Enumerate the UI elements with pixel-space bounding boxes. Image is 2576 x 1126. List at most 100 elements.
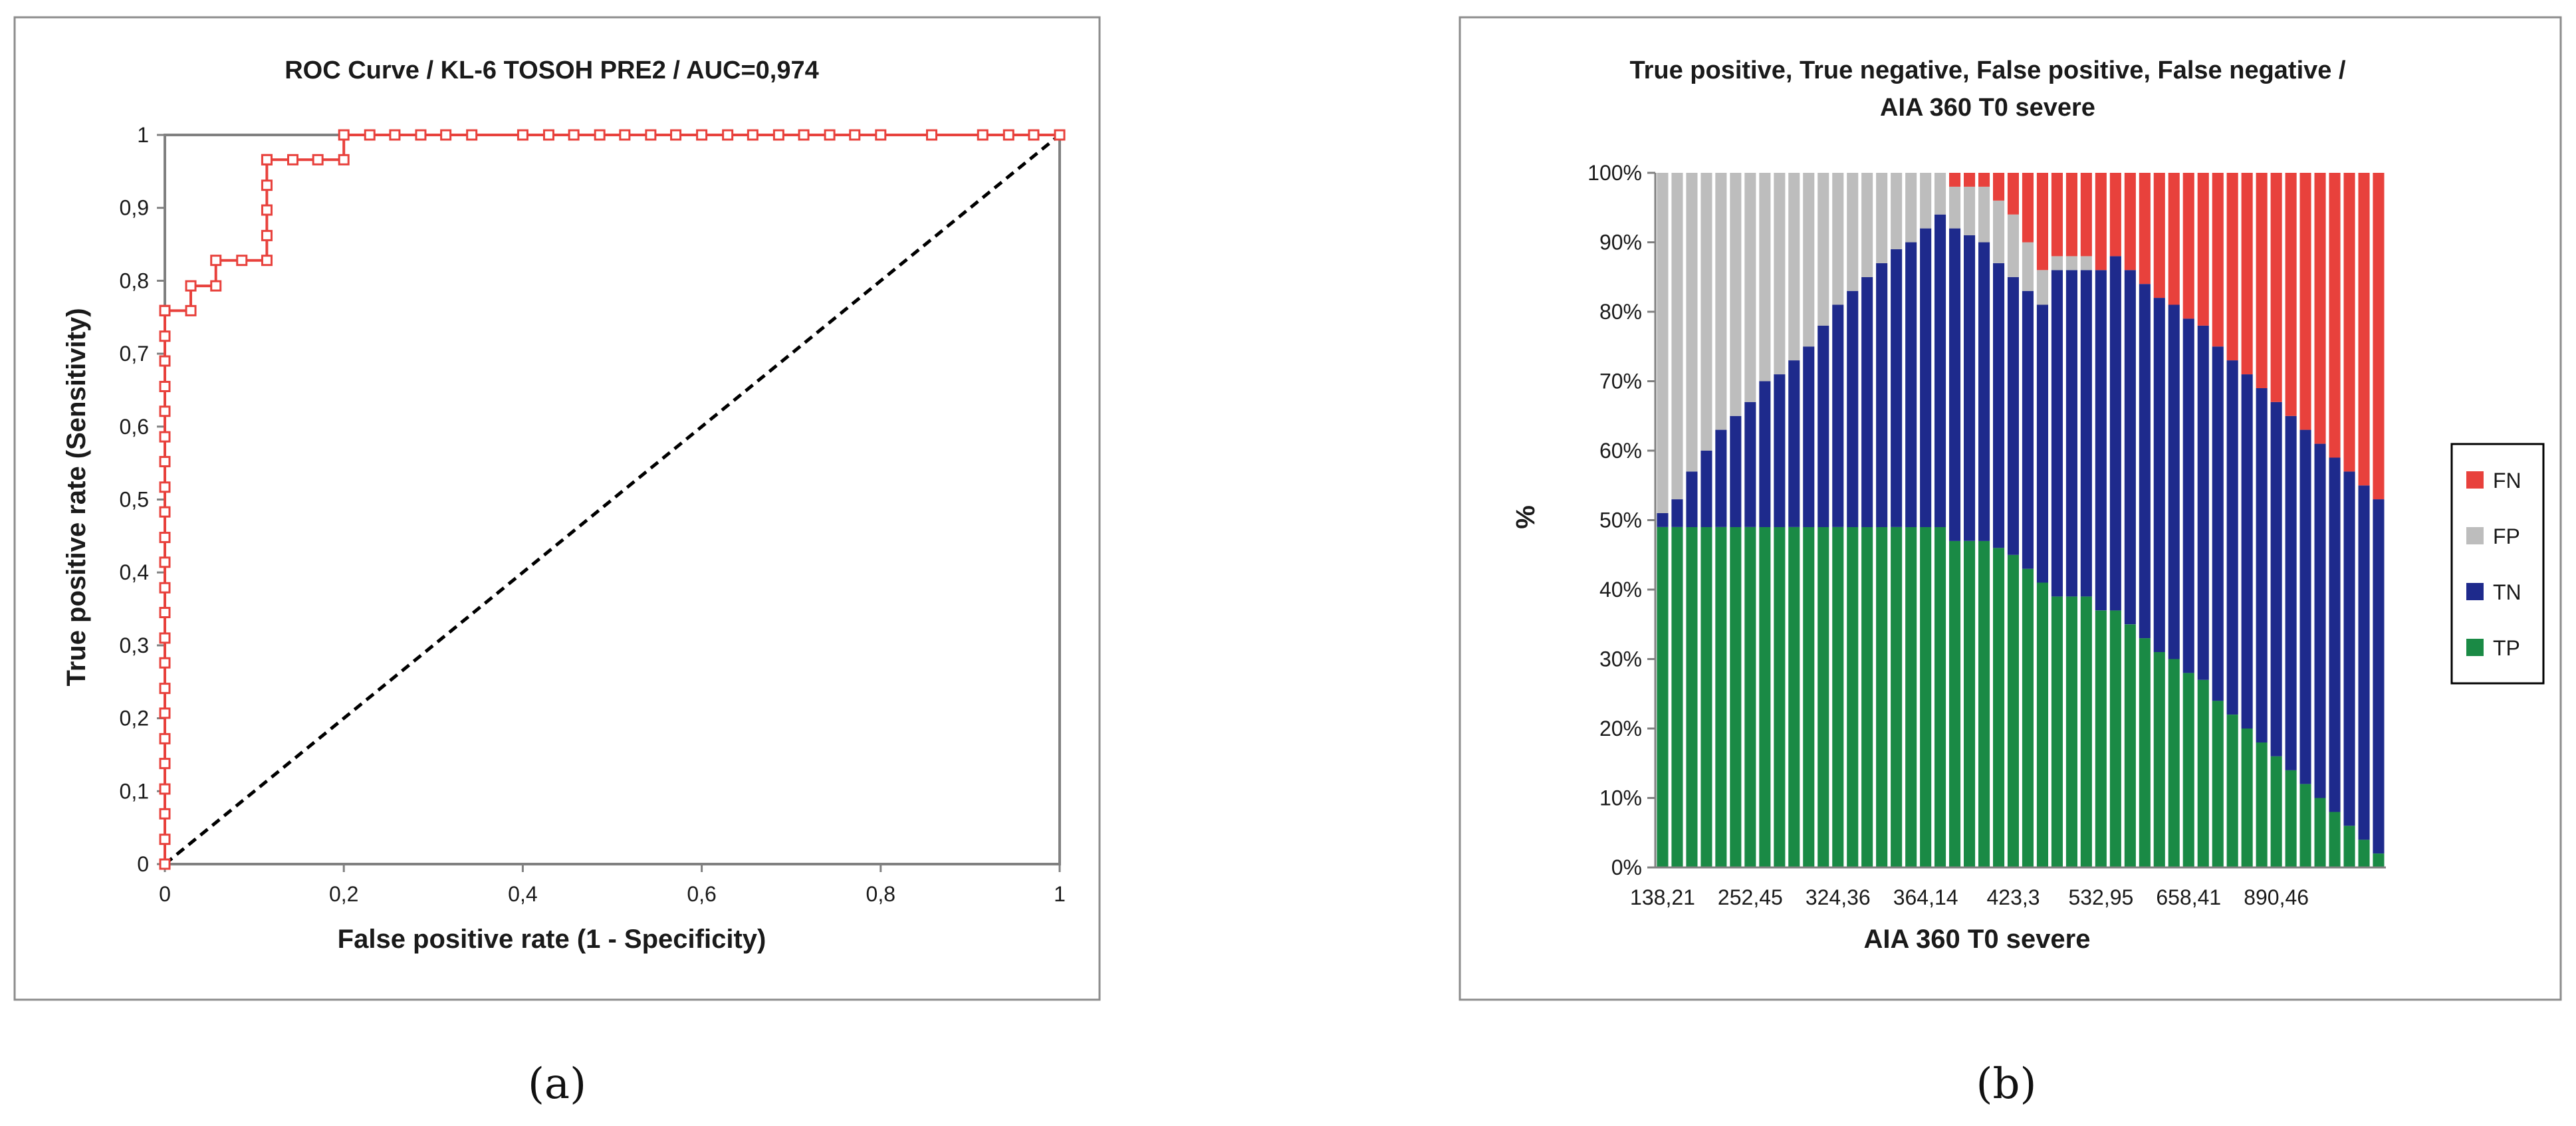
roc-point (159, 657, 171, 669)
roc-y-tick-label: 0,3 (120, 633, 149, 657)
bar-segment-fn (2095, 173, 2107, 271)
bar-segment-tp (1744, 527, 1756, 867)
roc-point (389, 129, 401, 141)
bar-segment-tp (1993, 548, 2005, 867)
bar-segment-fp (1774, 173, 1786, 375)
bar-segment-tn (2314, 443, 2326, 798)
bar-segment-tn (2299, 429, 2311, 784)
confusion-x-tick-label: 423,3 (1986, 885, 2040, 909)
bar-segment-tp (2285, 770, 2297, 867)
roc-point (159, 858, 171, 870)
bar-segment-tn (2358, 485, 2370, 840)
roc-title: ROC Curve / KL-6 TOSOH PRE2 / AUC=0,974 (285, 56, 819, 84)
roc-series-group (159, 129, 1066, 870)
bar-segment-tp (2139, 638, 2151, 867)
roc-point (670, 129, 682, 141)
bar-segment-tp (1700, 527, 1712, 867)
bar-segment-tp (1978, 540, 1990, 867)
confusion-title-line1: True positive, True negative, False posi… (1629, 56, 2346, 84)
bar-segment-fp (1847, 173, 1859, 291)
bar-segment-tp (2241, 729, 2253, 867)
roc-point (619, 129, 631, 141)
roc-point (849, 129, 861, 141)
bar-segment-fp (1803, 173, 1815, 347)
bar-segment-fp (1978, 186, 1990, 243)
roc-point (338, 154, 350, 166)
bar-segment-fp (2007, 214, 2019, 277)
bar-segment-tn (2051, 270, 2063, 597)
bar-segment-tn (2241, 374, 2253, 729)
bar-segment-fp (1891, 173, 1903, 249)
bar-segment-tn (1934, 214, 1946, 527)
bar-segment-tp (2007, 554, 2019, 868)
bar-segment-fp (1759, 173, 1771, 382)
bar-segment-tp (2095, 610, 2107, 867)
bar-segment-tp (1876, 527, 1888, 867)
roc-point (287, 154, 298, 166)
bar-segment-tn (2065, 270, 2077, 597)
bar-segment-tp (1905, 527, 1917, 867)
bar-segment-tn (2007, 277, 2019, 555)
bar-segment-tn (2329, 457, 2341, 812)
bar-segment-fn (2051, 173, 2063, 257)
bar-segment-tn (2226, 360, 2238, 715)
roc-y-tick-label: 0,2 (120, 707, 149, 731)
legend-swatch-tp (2466, 639, 2484, 656)
roc-point (568, 129, 580, 141)
bar-segment-tn (1715, 429, 1727, 527)
bar-segment-tn (2256, 388, 2268, 742)
confusion-axis-ticks: 0% 10% 20% 30% 40% 50% 60% 70% 80% 90% 100% 138,21 2… (1587, 161, 2386, 909)
bar-segment-fn (2299, 173, 2311, 430)
bar-segment-tp (2299, 784, 2311, 867)
bar-segment-tp (2065, 596, 2077, 867)
bar-segment-tp (2022, 568, 2034, 867)
bar-segment-tp (1964, 540, 1976, 867)
roc-x-axis-label: False positive rate (1 - Specificity) (338, 925, 766, 954)
bar-segment-tn (1891, 249, 1903, 527)
roc-x-tick-label: 0,4 (508, 882, 537, 906)
confusion-y-tick-label: 20% (1599, 717, 1642, 740)
confusion-bars-group (1657, 173, 2385, 868)
roc-point (261, 204, 273, 216)
bar-segment-tp (2051, 596, 2063, 867)
roc-point (159, 632, 171, 644)
bar-segment-tp (2182, 673, 2194, 867)
bar-segment-tn (2285, 415, 2297, 770)
legend-label-fp: FP (2493, 524, 2520, 548)
confusion-x-tick-label: 324,36 (1806, 885, 1871, 909)
roc-point (159, 431, 171, 443)
caption-a: (a) (528, 1060, 586, 1109)
bar-segment-tn (1978, 242, 1990, 541)
bar-segment-tn (2153, 298, 2165, 653)
bar-segment-tp (1686, 527, 1698, 867)
bar-segment-fp (1934, 173, 1946, 215)
bar-segment-tn (1964, 235, 1976, 541)
bar-segment-tn (2197, 325, 2209, 680)
roc-y-tick-label: 0,8 (120, 269, 149, 292)
bar-segment-fn (2197, 173, 2209, 326)
bar-segment-fp (1715, 173, 1727, 430)
roc-point (542, 129, 554, 141)
confusion-title-line2: AIA 360 T0 severe (1880, 94, 2095, 122)
bar-segment-fn (2226, 173, 2238, 361)
roc-point (261, 229, 273, 241)
roc-point (338, 129, 350, 141)
bar-segment-tp (1832, 527, 1844, 867)
bar-segment-fp (1920, 173, 1932, 229)
bar-segment-tp (1715, 527, 1727, 867)
bar-segment-tp (1788, 527, 1800, 867)
confusion-x-tick-label: 138,21 (1630, 885, 1695, 909)
roc-point (185, 280, 197, 292)
roc-y-tick-label: 0,1 (120, 779, 149, 803)
bar-segment-tp (2373, 853, 2385, 867)
bar-segment-tp (2270, 756, 2282, 867)
bar-segment-tp (2358, 840, 2370, 867)
bar-segment-tn (2036, 304, 2048, 583)
roc-x-tick-label: 0 (159, 882, 171, 906)
bar-segment-tn (1744, 401, 1756, 527)
bar-segment-fn (2270, 173, 2282, 402)
bar-segment-fn (1964, 173, 1976, 187)
confusion-panel: True positive, True negative, False posi… (1459, 16, 2562, 1001)
roc-point (722, 129, 734, 141)
